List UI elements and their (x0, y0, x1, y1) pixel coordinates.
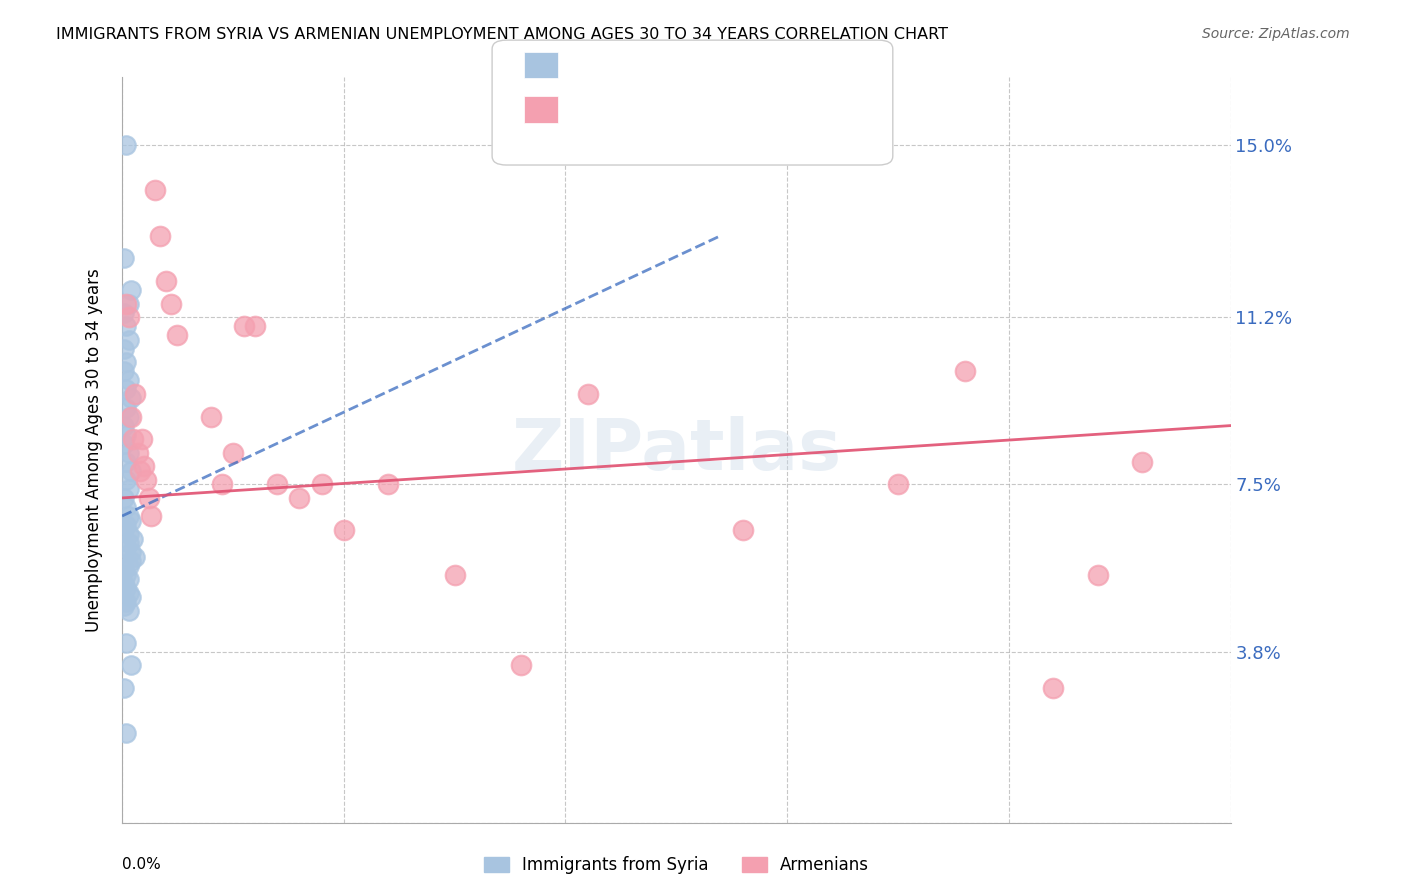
Point (118, 572, 141, 586)
Point (118, 409, 141, 424)
Point (1042, 681, 1064, 695)
Point (115, 383, 138, 397)
Point (887, 477, 910, 491)
Point (115, 726, 138, 740)
Point (115, 319, 138, 334)
Point (1087, 567, 1109, 582)
Point (149, 228, 172, 243)
Point (112, 599, 135, 614)
Text: ZIPatlas: ZIPatlas (512, 416, 841, 485)
Point (115, 427, 138, 442)
Point (115, 635, 138, 649)
Point (243, 319, 266, 334)
Point (112, 418, 135, 433)
Point (139, 508, 162, 523)
Point (311, 477, 333, 491)
Point (120, 392, 142, 406)
Point (443, 567, 465, 582)
Point (112, 342, 135, 356)
Point (211, 477, 233, 491)
Point (122, 532, 145, 546)
Point (155, 274, 177, 288)
Point (166, 328, 188, 343)
Text: R =  0.094   N =  36: R = 0.094 N = 36 (569, 101, 751, 119)
Point (159, 296, 181, 310)
Point (953, 364, 976, 378)
Point (118, 333, 141, 347)
Point (143, 184, 166, 198)
Point (115, 355, 138, 369)
Point (115, 473, 138, 487)
Point (118, 373, 141, 387)
Point (131, 432, 153, 446)
Point (115, 296, 138, 310)
Point (112, 681, 135, 695)
Point (233, 319, 256, 334)
Point (112, 577, 135, 591)
Point (200, 409, 222, 424)
Point (120, 545, 142, 559)
Point (112, 252, 135, 266)
Point (510, 658, 533, 673)
Point (120, 591, 142, 605)
Point (112, 563, 135, 577)
Point (115, 582, 138, 596)
Point (115, 595, 138, 609)
Point (138, 491, 160, 505)
Point (118, 310, 141, 324)
Point (112, 491, 135, 505)
Point (128, 464, 150, 478)
Point (731, 523, 754, 537)
Point (118, 527, 141, 541)
Point (118, 558, 141, 573)
Point (118, 482, 141, 496)
Point (112, 436, 135, 450)
Point (118, 586, 141, 600)
Point (112, 305, 135, 319)
Point (120, 409, 142, 424)
Point (118, 508, 141, 523)
Point (120, 464, 142, 478)
Point (288, 491, 311, 505)
Point (222, 446, 245, 460)
Point (112, 523, 135, 537)
Point (120, 514, 142, 528)
Text: IMMIGRANTS FROM SYRIA VS ARMENIAN UNEMPLOYMENT AMONG AGES 30 TO 34 YEARS CORRELA: IMMIGRANTS FROM SYRIA VS ARMENIAN UNEMPL… (56, 27, 948, 42)
Point (115, 138, 138, 153)
Point (332, 523, 354, 537)
Text: Source: ZipAtlas.com: Source: ZipAtlas.com (1202, 27, 1350, 41)
Point (1130, 455, 1153, 469)
Point (115, 518, 138, 533)
Point (115, 401, 138, 415)
Point (120, 554, 142, 568)
Point (120, 283, 142, 297)
Point (118, 604, 141, 618)
Point (266, 477, 288, 491)
Point (115, 455, 138, 469)
Point (120, 658, 142, 673)
Point (115, 541, 138, 555)
Point (377, 477, 399, 491)
Point (127, 446, 149, 460)
Point (115, 500, 138, 514)
Text: R =  0.177   N =  51: R = 0.177 N = 51 (569, 56, 751, 74)
Point (118, 446, 141, 460)
Point (124, 387, 146, 401)
Point (124, 549, 146, 564)
Point (134, 459, 156, 474)
Point (122, 432, 145, 446)
Point (112, 364, 135, 378)
Point (118, 536, 141, 550)
Point (135, 473, 157, 487)
Y-axis label: Unemployment Among Ages 30 to 34 years: Unemployment Among Ages 30 to 34 years (86, 268, 103, 632)
Point (576, 387, 599, 401)
Point (118, 296, 141, 310)
Text: 0.0%: 0.0% (122, 857, 160, 872)
Point (115, 567, 138, 582)
Legend: Immigrants from Syria, Armenians: Immigrants from Syria, Armenians (475, 847, 877, 882)
